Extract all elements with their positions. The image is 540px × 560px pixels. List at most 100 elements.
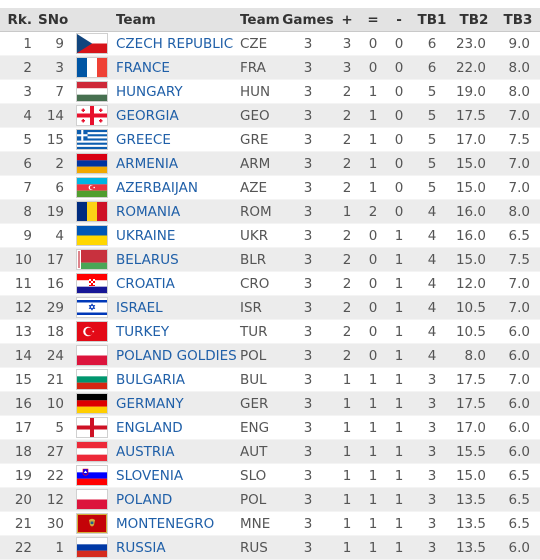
draws-cell: 1 xyxy=(360,127,386,152)
table-row: 3 7 HUNGARY HUN 3 2 1 0 5 19.0 8.0 xyxy=(0,79,540,104)
team-link[interactable]: POLAND GOLDIES xyxy=(116,347,237,364)
losses-cell: 1 xyxy=(386,487,412,512)
team-link[interactable]: ROMANIA xyxy=(116,203,181,220)
tb2-cell: 15.0 xyxy=(452,175,496,200)
tb2-cell: 17.0 xyxy=(452,415,496,440)
draws-cell: 1 xyxy=(360,151,386,176)
wins-cell: 2 xyxy=(334,175,360,200)
tb1-cell: 3 xyxy=(412,535,452,560)
header-sno[interactable]: SNo xyxy=(38,8,74,32)
sno-cell: 16 xyxy=(38,271,74,296)
draws-cell: 0 xyxy=(360,343,386,368)
team-link[interactable]: BELARUS xyxy=(116,251,179,268)
table-body: 1 9 CZECH REPUBLIC CZE 3 3 0 0 6 23.0 9.0 2 3 FRANCE F… xyxy=(0,31,540,560)
tb2-cell: 22.0 xyxy=(452,55,496,80)
team-link[interactable]: GERMANY xyxy=(116,395,184,412)
sno-cell: 19 xyxy=(38,199,74,224)
team-link[interactable]: HUNGARY xyxy=(116,83,183,100)
israel-flag-icon xyxy=(76,297,108,318)
header-team[interactable]: Team xyxy=(112,8,238,32)
montenegro-flag-icon xyxy=(76,513,108,534)
losses-cell: 1 xyxy=(386,415,412,440)
rank-cell: 6 xyxy=(0,151,38,176)
draws-cell: 0 xyxy=(360,319,386,344)
team-link[interactable]: ENGLAND xyxy=(116,419,183,436)
team-code-cell: CZE xyxy=(238,31,282,56)
header-minus[interactable]: - xyxy=(386,8,412,32)
games-cell: 3 xyxy=(282,55,334,80)
team-link[interactable]: GEORGIA xyxy=(116,107,179,124)
wins-cell: 2 xyxy=(334,247,360,272)
tb1-cell: 6 xyxy=(412,31,452,56)
team-link[interactable]: ARMENIA xyxy=(116,155,179,172)
sno-cell: 17 xyxy=(38,247,74,272)
tb2-cell: 13.5 xyxy=(452,535,496,560)
team-link[interactable]: RUSSIA xyxy=(116,539,166,556)
header-games[interactable]: Games xyxy=(282,8,334,32)
wins-cell: 1 xyxy=(334,535,360,560)
team-link[interactable]: CZECH REPUBLIC xyxy=(116,35,234,52)
tb3-cell: 7.0 xyxy=(496,103,540,128)
wins-cell: 2 xyxy=(334,271,360,296)
tb2-cell: 10.5 xyxy=(452,319,496,344)
team-link[interactable]: BULGARIA xyxy=(116,371,185,388)
header-plus[interactable]: + xyxy=(334,8,360,32)
team-code-cell: ROM xyxy=(238,199,282,224)
header-team-code[interactable]: Team xyxy=(238,8,282,32)
flag-cell xyxy=(74,199,112,224)
header-equal[interactable]: = xyxy=(360,8,386,32)
flag-cell xyxy=(74,31,112,56)
sno-cell: 22 xyxy=(38,463,74,488)
losses-cell: 1 xyxy=(386,391,412,416)
flag-cell xyxy=(74,175,112,200)
table-row: 2 3 FRANCE FRA 3 3 0 0 6 22.0 8.0 xyxy=(0,55,540,80)
team-code-cell: HUN xyxy=(238,79,282,104)
wins-cell: 3 xyxy=(334,31,360,56)
team-code-cell: TUR xyxy=(238,319,282,344)
team-cell: HUNGARY xyxy=(112,79,238,104)
header-tb2[interactable]: TB2 xyxy=(452,8,496,32)
header-rank[interactable]: Rk. xyxy=(0,8,38,32)
table-row: 18 27 AUSTRIA AUT 3 1 1 1 3 15.5 6.0 xyxy=(0,439,540,464)
wins-cell: 3 xyxy=(334,55,360,80)
tb1-cell: 4 xyxy=(412,223,452,248)
team-link[interactable]: UKRAINE xyxy=(116,227,176,244)
tb2-cell: 12.0 xyxy=(452,271,496,296)
team-link[interactable]: GREECE xyxy=(116,131,171,148)
losses-cell: 1 xyxy=(386,223,412,248)
team-code-cell: BUL xyxy=(238,367,282,392)
sno-cell: 7 xyxy=(38,79,74,104)
tb3-cell: 8.0 xyxy=(496,55,540,80)
header-tb1[interactable]: TB1 xyxy=(412,8,452,32)
team-link[interactable]: ISRAEL xyxy=(116,299,163,316)
flag-cell xyxy=(74,343,112,368)
team-link[interactable]: CROATIA xyxy=(116,275,175,292)
rank-cell: 5 xyxy=(0,127,38,152)
draws-cell: 1 xyxy=(360,391,386,416)
team-link[interactable]: FRANCE xyxy=(116,59,170,76)
team-link[interactable]: SLOVENIA xyxy=(116,467,184,484)
team-link[interactable]: MONTENEGRO xyxy=(116,515,215,532)
germany-flag-icon xyxy=(76,393,108,414)
games-cell: 3 xyxy=(282,199,334,224)
draws-cell: 0 xyxy=(360,223,386,248)
team-link[interactable]: POLAND xyxy=(116,491,173,508)
losses-cell: 1 xyxy=(386,247,412,272)
flag-cell xyxy=(74,535,112,560)
flag-cell xyxy=(74,487,112,512)
losses-cell: 1 xyxy=(386,463,412,488)
team-cell: FRANCE xyxy=(112,55,238,80)
tb1-cell: 4 xyxy=(412,271,452,296)
games-cell: 3 xyxy=(282,103,334,128)
losses-cell: 1 xyxy=(386,439,412,464)
losses-cell: 0 xyxy=(386,127,412,152)
flag-cell xyxy=(74,511,112,536)
team-link[interactable]: TURKEY xyxy=(116,323,170,340)
flag-cell xyxy=(74,79,112,104)
table-row: 5 15 GREECE GRE 3 2 1 0 5 17.0 7.5 xyxy=(0,127,540,152)
tb2-cell: 17.5 xyxy=(452,391,496,416)
header-tb3[interactable]: TB3 xyxy=(496,8,540,32)
team-link[interactable]: AZERBAIJAN xyxy=(116,179,198,196)
team-link[interactable]: AUSTRIA xyxy=(116,443,175,460)
table-row: 8 19 ROMANIA ROM 3 1 2 0 4 16.0 8.0 xyxy=(0,199,540,224)
